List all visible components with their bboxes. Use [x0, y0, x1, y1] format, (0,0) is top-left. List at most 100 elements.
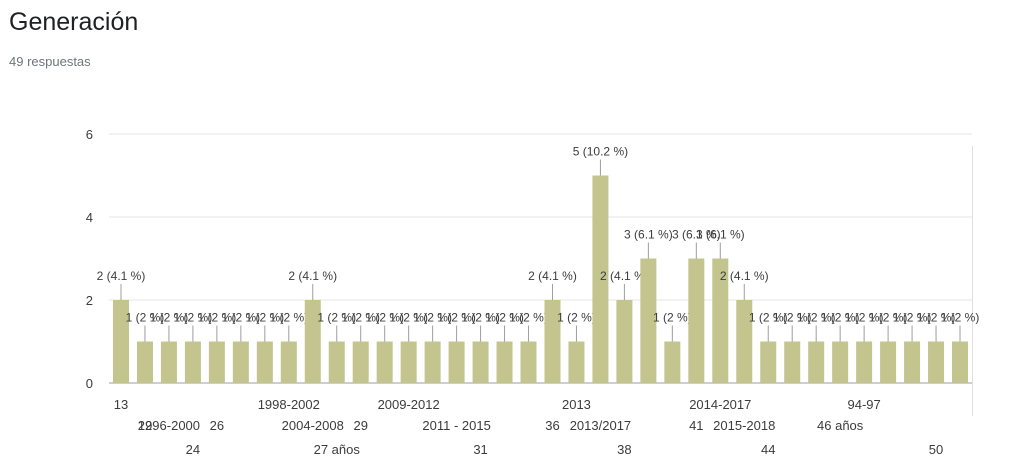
bar	[928, 341, 945, 383]
bar	[424, 341, 441, 383]
x-tick-label: 31	[473, 442, 487, 457]
bar	[112, 300, 129, 383]
data-label: 1 (2 %)	[222, 311, 261, 325]
bar	[160, 341, 177, 383]
y-tick-label: 2	[86, 293, 93, 308]
bar	[712, 258, 729, 383]
x-tick-label: 27 años	[314, 442, 361, 457]
data-label: 1 (2 %)	[653, 311, 692, 325]
data-label: 1 (2 %)	[461, 311, 500, 325]
data-label: 2 (4.1 %)	[288, 269, 337, 283]
x-tick-label: 41	[689, 418, 703, 433]
x-tick-label: 38	[617, 442, 631, 457]
data-label: 1 (2 %)	[941, 311, 980, 325]
data-label: 1 (2 %)	[773, 311, 812, 325]
bar	[520, 341, 537, 383]
data-label: 1 (2 %)	[413, 311, 452, 325]
bar	[328, 341, 345, 383]
bar	[736, 300, 753, 383]
x-tick-label: 22	[138, 418, 152, 433]
bar	[472, 341, 489, 383]
data-label: 3 (6.1 %)	[672, 228, 721, 242]
bar	[592, 175, 609, 383]
x-tick-label: 24	[186, 442, 200, 457]
data-label: 1 (2 %)	[845, 311, 884, 325]
bar	[544, 300, 561, 383]
bar	[376, 341, 393, 383]
bar	[400, 341, 417, 383]
bar	[664, 341, 681, 383]
x-tick-label: 13	[114, 397, 128, 412]
x-tick-label: 1996-2000	[138, 418, 200, 433]
data-label: 1 (2 %)	[797, 311, 836, 325]
x-tick-label: 2013	[562, 397, 591, 412]
bar	[904, 341, 921, 383]
bar	[832, 341, 849, 383]
data-label: 1 (2 %)	[893, 311, 932, 325]
bar	[208, 341, 225, 383]
x-tick-label: 29	[353, 418, 367, 433]
data-label: 1 (2 %)	[269, 311, 308, 325]
data-label: 1 (2 %)	[749, 311, 788, 325]
data-label: 1 (2 %)	[126, 311, 165, 325]
next-chart-panel	[972, 146, 1022, 416]
data-label: 2 (4.1 %)	[600, 269, 649, 283]
data-label: 1 (2 %)	[869, 311, 908, 325]
bar	[688, 258, 705, 383]
bar	[856, 341, 873, 383]
bar	[568, 341, 585, 383]
data-label: 1 (2 %)	[317, 311, 356, 325]
x-tick-label: 46 años	[817, 418, 864, 433]
x-tick-label: 2004-2008	[282, 418, 344, 433]
x-tick-label: 36	[545, 418, 559, 433]
data-label: 5 (10.2 %)	[573, 145, 628, 159]
data-label: 3 (6.1 %)	[624, 228, 673, 242]
data-label: 1 (2 %)	[509, 311, 548, 325]
x-tick-label: 2013/2017	[570, 418, 631, 433]
chart-title: Generación	[9, 8, 139, 36]
bar	[304, 300, 321, 383]
data-label: 1 (2 %)	[485, 311, 524, 325]
x-tick-label: 2011 - 2015	[422, 418, 490, 433]
y-tick-label: 6	[86, 127, 93, 142]
bar	[448, 341, 465, 383]
x-tick-label: 94-97	[848, 397, 881, 412]
data-label: 2 (4.1 %)	[528, 269, 577, 283]
data-label: 1 (2 %)	[917, 311, 956, 325]
x-tick-label: 2009-2012	[378, 397, 440, 412]
data-label: 1 (2 %)	[365, 311, 404, 325]
bar	[184, 341, 201, 383]
data-label: 2 (4.1 %)	[720, 269, 769, 283]
bar	[136, 341, 153, 383]
data-label: 1 (2 %)	[150, 311, 189, 325]
data-label: 1 (2 %)	[198, 311, 237, 325]
bar	[616, 300, 633, 383]
data-label: 3 (6.1 %)	[696, 228, 745, 242]
bar	[280, 341, 297, 383]
data-label: 2 (4.1 %)	[97, 269, 146, 283]
data-label: 1 (2 %)	[389, 311, 428, 325]
x-tick-label: 50	[929, 442, 943, 457]
bar	[232, 341, 249, 383]
y-tick-label: 0	[86, 376, 93, 391]
bar	[784, 341, 801, 383]
y-tick-label: 4	[86, 210, 93, 225]
bar	[256, 341, 273, 383]
data-label: 1 (2 %)	[437, 311, 476, 325]
data-label: 1 (2 %)	[341, 311, 380, 325]
x-tick-label: 1998-2002	[258, 397, 320, 412]
bar	[760, 341, 777, 383]
bar	[352, 341, 369, 383]
data-label: 1 (2 %)	[557, 311, 596, 325]
x-tick-label: 2014-2017	[689, 397, 751, 412]
bar	[640, 258, 657, 383]
bar	[952, 341, 969, 383]
x-tick-label: 26	[210, 418, 224, 433]
x-tick-label: 2015-2018	[713, 418, 775, 433]
data-label: 1 (2 %)	[821, 311, 860, 325]
bar	[808, 341, 825, 383]
data-label: 1 (2 %)	[245, 311, 284, 325]
bar	[496, 341, 513, 383]
x-tick-label: 44	[761, 442, 775, 457]
response-count: 49 respuestas	[9, 54, 91, 69]
